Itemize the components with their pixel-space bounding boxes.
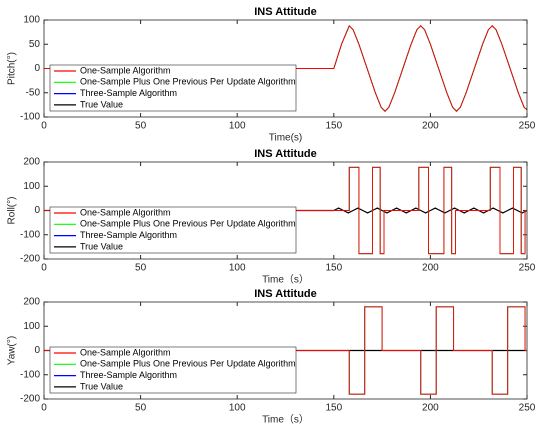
axes-frame [43, 301, 528, 400]
x-axis-label: Time(s) [269, 133, 303, 144]
x-tick-label: 250 [519, 263, 536, 274]
x-tick-label: 0 [41, 263, 47, 274]
x-tick-label: 250 [519, 403, 536, 414]
y-tick-label: 200 [23, 297, 40, 308]
series-line [44, 166, 527, 255]
y-tick-label: 0 [34, 63, 40, 74]
legend: One-Sample Algorithm One-Sample Plus One … [49, 64, 297, 112]
x-tick-label: 100 [229, 121, 246, 132]
x-tick-label: 150 [325, 121, 342, 132]
legend-box [49, 64, 297, 112]
x-tick-label: 250 [519, 121, 536, 132]
legend-label: One-Sample Algorithm [80, 65, 171, 75]
chart-title: INS Attitude [254, 6, 317, 18]
series-line [44, 306, 527, 395]
legend-label: One-Sample Algorithm [80, 347, 171, 357]
x-axis-label: Time（s） [262, 274, 309, 286]
legend-label: True Value [80, 381, 123, 391]
x-tick-label: 200 [422, 263, 439, 274]
legend: One-Sample Algorithm One-Sample Plus One … [49, 206, 297, 254]
x-tick-label: 50 [135, 121, 147, 132]
x-tick-label: 200 [422, 403, 439, 414]
y-tick-label: 0 [34, 345, 40, 356]
y-tick-label: 100 [23, 181, 40, 192]
legend-label: Three-Sample Algorithm [80, 230, 177, 240]
x-tick-label: 200 [422, 121, 439, 132]
y-tick-label: 200 [23, 157, 40, 168]
y-tick-label: 0 [34, 205, 40, 216]
legend-label: True Value [80, 241, 123, 251]
x-tick-label: 0 [41, 403, 47, 414]
y-tick-label: -100 [20, 369, 40, 380]
legend-label: Three-Sample Algorithm [80, 370, 177, 380]
series-line [44, 25, 528, 112]
chart-title: INS Attitude [254, 288, 317, 300]
x-tick-label: 100 [229, 263, 246, 274]
y-axis-label: Roll(°) [7, 197, 18, 225]
legend-box [49, 346, 297, 394]
y-tick-label: -200 [20, 254, 40, 265]
legend-label: Three-Sample Algorithm [80, 88, 177, 98]
y-tick-label: -100 [20, 229, 40, 240]
x-tick-label: 150 [325, 263, 342, 274]
series-line [44, 207, 528, 214]
legend: One-Sample Algorithm One-Sample Plus One … [49, 346, 297, 394]
legend-label: One-Sample Plus One Previous Per Update … [80, 219, 296, 229]
x-tick-label: 50 [135, 263, 147, 274]
legend-label: True Value [80, 99, 123, 109]
axes-frame [43, 19, 528, 118]
legend-box [49, 206, 297, 254]
legend-label: One-Sample Plus One Previous Per Update … [80, 359, 296, 369]
y-tick-label: -50 [26, 87, 41, 98]
x-tick-label: 0 [41, 121, 47, 132]
y-tick-label: 100 [23, 321, 40, 332]
y-tick-label: -100 [20, 112, 40, 123]
x-tick-label: 50 [135, 403, 147, 414]
axes-frame [43, 161, 528, 260]
legend-label: One-Sample Algorithm [80, 207, 171, 217]
x-tick-label: 100 [229, 403, 246, 414]
x-tick-label: 150 [325, 403, 342, 414]
y-tick-label: 50 [29, 39, 41, 50]
y-tick-label: 100 [23, 15, 40, 26]
x-axis-label: Time（s） [262, 414, 309, 426]
y-tick-label: -200 [20, 394, 40, 405]
chart-title: INS Attitude [254, 148, 317, 160]
y-axis-label: Yaw(°) [7, 336, 18, 365]
legend-label: One-Sample Plus One Previous Per Update … [80, 77, 296, 87]
y-axis-label: Pitch(°) [7, 52, 18, 85]
